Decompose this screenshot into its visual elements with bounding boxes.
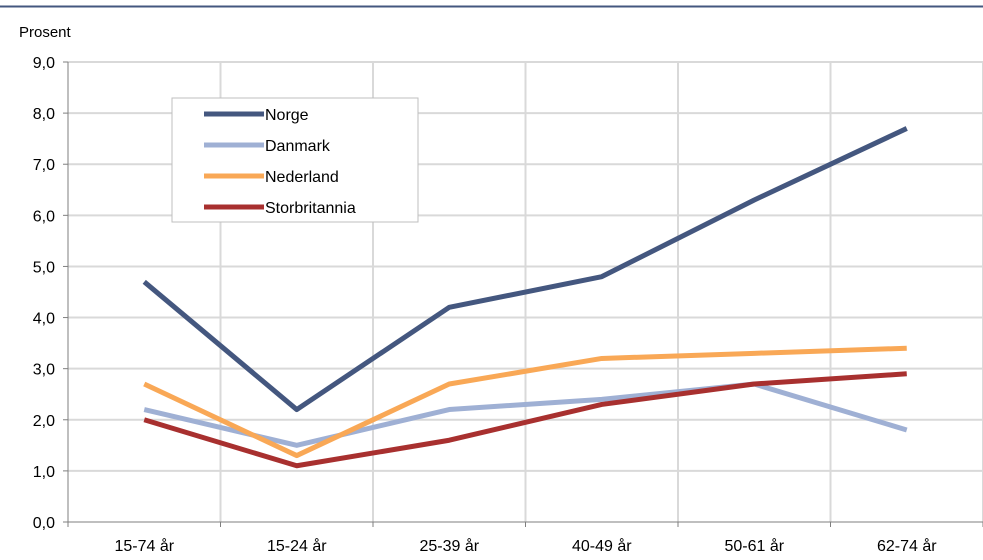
y-tick-label: 3,0 xyxy=(33,362,55,379)
y-tick-label: 5,0 xyxy=(33,259,55,276)
x-tick-label: 15-74 år xyxy=(114,537,174,555)
x-tick-label: 40-49 år xyxy=(572,537,632,555)
series-line-storbritannia xyxy=(143,371,907,469)
axes: 0,0 1,0 2,0 3,0 4,0 5,0 6,0 7,0 8,0 9,0 15-74 år 15… xyxy=(33,55,983,555)
legend-label-storbritannia: Storbritannia xyxy=(265,200,356,217)
y-tick-label: 2,0 xyxy=(33,413,55,430)
y-tick-label: 8,0 xyxy=(33,106,55,123)
y-tick-label: 6,0 xyxy=(33,208,55,225)
y-tick-label: 7,0 xyxy=(33,157,55,174)
y-tick-label: 0,0 xyxy=(33,515,55,532)
series-line-danmark xyxy=(143,381,908,448)
legend-label-nederland: Nederland xyxy=(265,169,339,186)
x-tick-label: 15-24 år xyxy=(267,537,327,555)
y-tick-label: 4,0 xyxy=(33,311,55,328)
y-tick-label: 9,0 xyxy=(33,55,55,72)
series-line-nederland xyxy=(143,345,907,459)
x-tick-label: 62-74 år xyxy=(877,537,937,555)
y-tick-label: 1,0 xyxy=(33,464,55,481)
x-tick-label: 50-61 år xyxy=(724,537,784,555)
legend-label-danmark: Danmark xyxy=(265,138,331,155)
y-axis-label: Prosent xyxy=(19,24,72,41)
legend-box xyxy=(171,97,419,223)
legend: Norge Danmark Nederland Storbritannia xyxy=(171,97,419,223)
series-lines xyxy=(142,126,908,469)
legend-label-norge: Norge xyxy=(265,107,309,124)
x-tick-label: 25-39 år xyxy=(419,537,479,555)
series-line-norge xyxy=(142,126,908,413)
